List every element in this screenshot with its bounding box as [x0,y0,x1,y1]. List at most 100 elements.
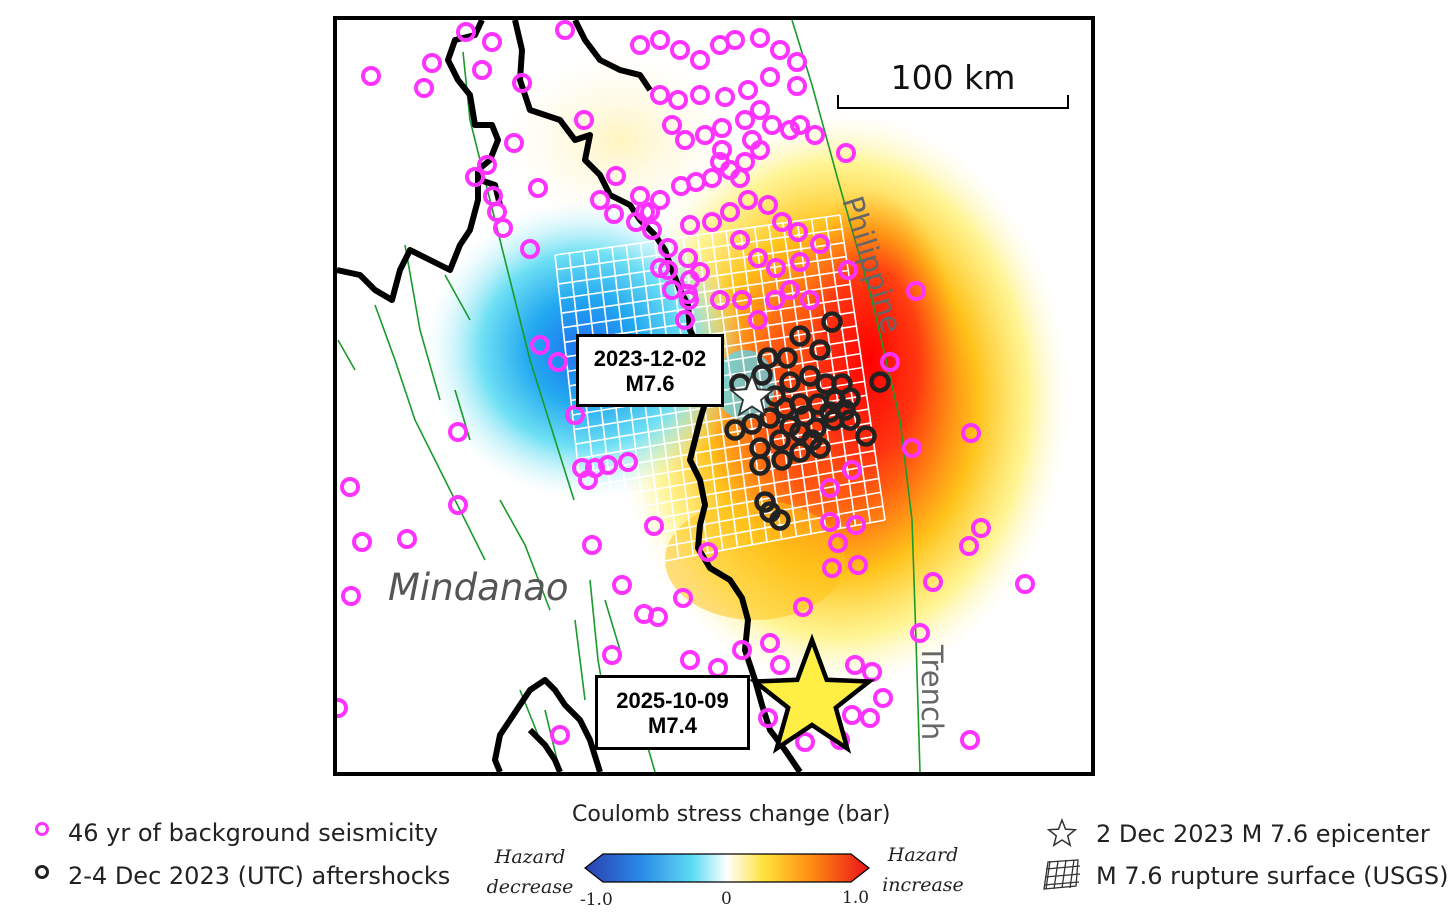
background-seismicity-event [456,22,476,42]
callout-2025-date: 2025-10-09 [616,687,729,713]
background-seismicity-event [337,698,348,718]
background-seismicity-event [762,115,782,135]
aftershock-event [805,417,827,439]
epicenter-legend-label: 2 Dec 2023 M 7.6 epicenter [1096,820,1430,848]
background-seismicity-event [598,455,618,475]
background-seismicity-event [712,118,732,138]
background-seismicity-event [555,20,575,40]
background-seismicity-event [626,212,646,232]
background-seismicity-event [612,575,632,595]
background-seismicity-event [680,215,700,235]
background-seismicity-event [780,120,800,140]
background-seismicity-event [548,352,568,372]
background-seismicity-event [732,290,752,310]
hazard-increase-line1: Hazard [887,844,959,866]
background-seismicity-event [846,515,866,535]
background-seismicity-event [758,708,778,728]
background-seismicity-event [504,133,524,153]
aftershock-event [801,429,823,451]
background-seismicity-event [720,202,740,222]
background-seismicity-event [520,239,540,259]
region-label: Mindanao [388,566,569,609]
aftershock-event [821,311,843,333]
background-seismicity-event [770,655,790,675]
callout-2023-magnitude: M7.6 [625,370,675,396]
background-seismicity-event [715,87,735,107]
colorbar-tick-min: -1.0 [580,890,613,910]
background-seismicity-event [708,658,728,678]
background-seismicity-event [690,50,710,70]
background-seismicity-event [448,422,468,442]
aftershock-event [789,441,811,463]
background-seismicity-event [574,110,594,130]
aftershock-event [749,454,771,476]
background-seismicity-event [960,730,980,750]
background-seismicity-event [772,212,792,232]
background-seismicity-event [528,178,548,198]
background-seismicity-event [678,284,698,304]
hazard-increase-label: Hazard increase [873,840,973,900]
colorbar-tick-max: 1.0 [842,888,870,908]
background-seismicity-event [810,234,830,254]
background-seismicity-event [880,352,900,372]
background-seismicity-event [748,248,768,268]
hazard-decrease-label: Hazard decrease [480,842,580,902]
background-seismicity-event [675,130,695,150]
background-seismicity-event [668,90,688,110]
background-seismicity-event [698,542,718,562]
background-seismicity-event [790,115,810,135]
background-seismicity-event [787,76,807,96]
background-seismicity-event [565,405,585,425]
background-seismicity-event [760,67,780,87]
epicenter-star-2025 [748,633,876,754]
callout-2025-magnitude: M7.4 [648,712,697,738]
background-seismicity-event [644,516,664,536]
background-seismicity-circles [337,20,1035,752]
background-seismicity-legend-icon [35,822,49,836]
background-seismicity-event [959,536,979,556]
aftershock-event [759,501,781,523]
background-seismicity-event [828,533,848,553]
background-seismicity-event [765,290,785,310]
background-seismicity-event [472,60,492,80]
background-seismicity-event [530,335,550,355]
background-seismicity-event [650,30,670,50]
background-seismicity-event [590,190,610,210]
fault-lines [337,20,921,772]
background-seismicity-event [670,40,690,60]
hazard-decrease-line2: decrease [486,876,574,898]
colorbar-tick-mid: 0 [721,889,732,909]
background-seismicity-event [352,532,372,552]
background-seismicity-event [673,588,693,608]
aftershock-event [751,364,773,386]
hazard-increase-line2: increase [882,874,964,896]
background-seismicity-event [793,597,813,617]
background-seismicity-event [848,555,868,575]
scale-bar-label: 100 km [891,58,1016,97]
rupture-legend-grid-icon [1043,859,1081,890]
background-seismicity-event [602,645,622,665]
background-seismicity-event [340,477,360,497]
background-seismicity-event [906,281,926,301]
background-seismicity-event [800,290,820,310]
background-seismicity-event [640,202,660,222]
background-seismicity-event [902,438,922,458]
aftershock-event [794,405,816,427]
background-seismicity-event [820,478,840,498]
background-seismicity-event [710,290,730,310]
background-seismicity-event [787,52,807,72]
background-seismicity-event [838,260,858,280]
hazard-decrease-line1: Hazard [494,846,566,868]
background-seismicity-event [414,78,434,98]
background-seismicity-event [842,705,862,725]
background-seismicity-event [422,53,442,73]
background-seismicity-event [448,495,468,515]
background-seismicity-event [750,28,770,48]
aftershock-event [759,407,781,429]
aftershock-event [869,371,891,393]
background-seismicity-event [923,572,943,592]
aftershock-circles [724,311,891,531]
background-seismicity-event [582,535,602,555]
callout-2023-date: 2023-12-02 [593,345,707,371]
callout-2023: 2023-12-02 M7.6 [576,334,724,407]
